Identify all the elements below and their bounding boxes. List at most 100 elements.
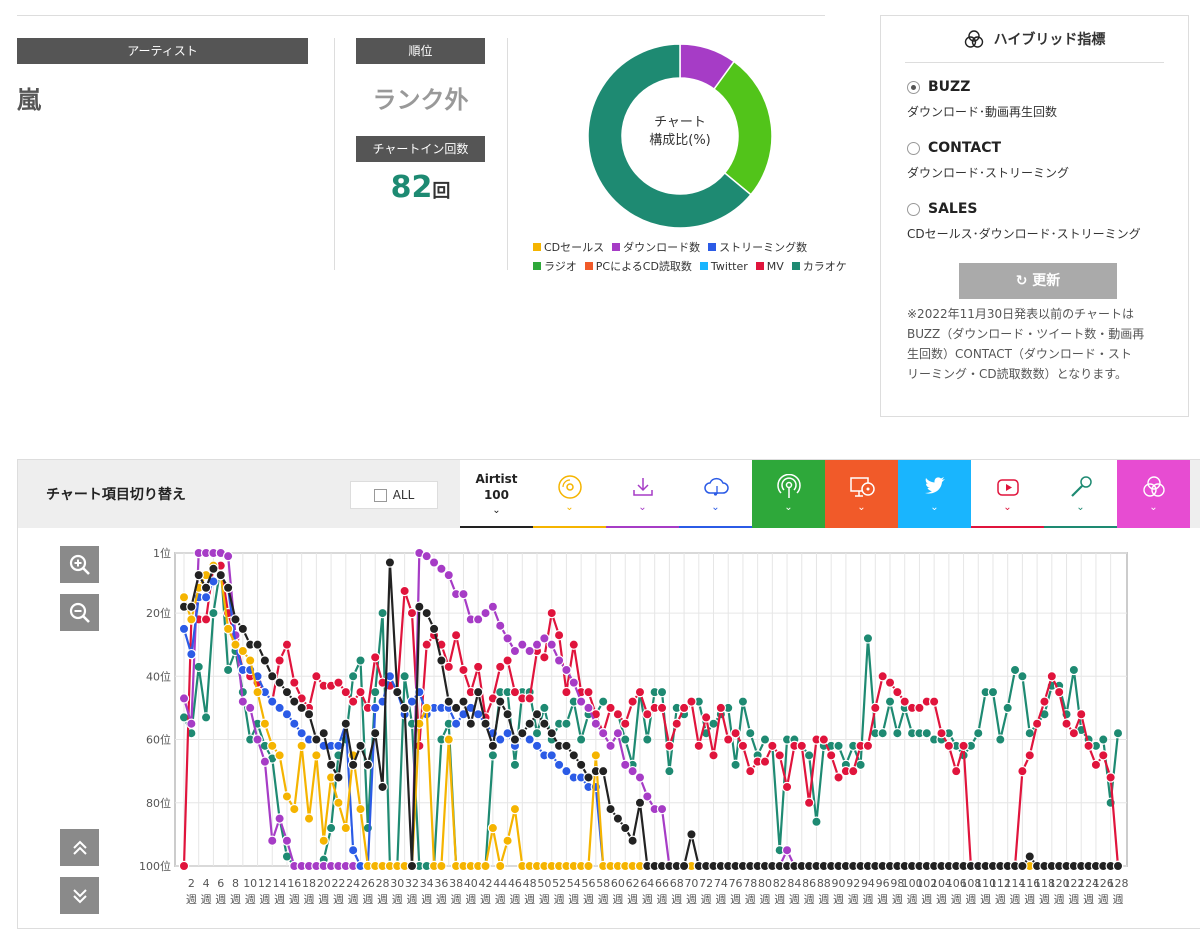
data-point-mv[interactable] — [1039, 696, 1050, 707]
data-point-airtist[interactable] — [605, 803, 616, 815]
data-point-airtist[interactable] — [1017, 860, 1028, 872]
data-point-airtist[interactable] — [259, 655, 271, 666]
data-point-mv[interactable] — [936, 728, 947, 739]
data-point-mv[interactable] — [928, 696, 940, 707]
data-point-download[interactable] — [568, 677, 579, 688]
data-point-cd[interactable] — [281, 791, 293, 802]
data-point-mv[interactable] — [472, 661, 484, 673]
data-point-karaoke[interactable] — [370, 686, 381, 698]
zoom-in-button[interactable] — [60, 546, 99, 583]
data-point-mv[interactable] — [884, 677, 896, 688]
option-sales[interactable]: SALES — [907, 201, 1188, 217]
data-point-mv[interactable] — [553, 630, 565, 641]
data-point-download[interactable] — [443, 569, 454, 581]
data-point-mv[interactable] — [642, 709, 653, 720]
all-checkbox[interactable] — [373, 488, 387, 502]
data-point-airtist[interactable] — [311, 734, 322, 745]
data-point-airtist[interactable] — [1112, 860, 1124, 872]
data-point-mv[interactable] — [200, 614, 212, 625]
data-point-download[interactable] — [634, 772, 646, 783]
data-point-mv[interactable] — [1061, 718, 1072, 729]
data-point-mv[interactable] — [1053, 686, 1065, 698]
data-point-karaoke[interactable] — [656, 686, 668, 698]
data-point-karaoke[interactable] — [987, 686, 999, 698]
data-point-cd[interactable] — [244, 655, 256, 666]
data-point-airtist[interactable] — [421, 607, 432, 619]
data-point-mv[interactable] — [862, 740, 874, 752]
data-point-mv[interactable] — [605, 702, 616, 714]
data-point-airtist[interactable] — [1024, 851, 1035, 862]
data-point-cd[interactable] — [502, 835, 513, 846]
data-point-airtist[interactable] — [406, 860, 418, 872]
data-point-karaoke[interactable] — [1024, 728, 1035, 739]
data-point-karaoke[interactable] — [833, 740, 844, 752]
data-point-airtist[interactable] — [612, 813, 624, 824]
data-point-stream[interactable] — [531, 740, 543, 752]
data-point-mv[interactable] — [833, 772, 844, 783]
radio-buzz[interactable] — [907, 80, 920, 94]
data-point-karaoke[interactable] — [995, 734, 1006, 745]
data-point-download[interactable] — [605, 740, 616, 752]
data-point-download[interactable] — [186, 718, 197, 729]
data-point-airtist[interactable] — [392, 686, 403, 698]
data-point-mv[interactable] — [583, 686, 594, 698]
data-point-airtist[interactable] — [472, 686, 484, 698]
data-point-karaoke[interactable] — [1068, 664, 1080, 676]
data-point-karaoke[interactable] — [355, 655, 366, 666]
tab-cd[interactable]: ⌄ — [533, 460, 606, 528]
data-point-mv[interactable] — [767, 740, 778, 752]
data-point-karaoke[interactable] — [620, 734, 631, 745]
data-point-cd[interactable] — [590, 750, 602, 761]
data-point-airtist[interactable] — [186, 601, 197, 612]
data-point-mv[interactable] — [1017, 765, 1028, 777]
data-point-karaoke[interactable] — [973, 728, 984, 739]
data-point-mv[interactable] — [870, 702, 881, 714]
zoom-out-button[interactable] — [60, 594, 99, 631]
radio-sales[interactable] — [907, 202, 920, 216]
data-point-mv[interactable] — [178, 860, 190, 872]
data-point-karaoke[interactable] — [597, 696, 609, 707]
data-point-download[interactable] — [642, 791, 653, 802]
data-point-karaoke[interactable] — [575, 734, 587, 745]
data-point-download[interactable] — [656, 803, 668, 815]
data-point-cd[interactable] — [355, 803, 366, 815]
data-point-mv[interactable] — [1090, 759, 1102, 771]
data-point-karaoke[interactable] — [561, 718, 572, 729]
data-point-mv[interactable] — [568, 639, 579, 650]
data-point-mv[interactable] — [730, 728, 741, 739]
data-point-airtist[interactable] — [370, 728, 381, 739]
data-point-cd[interactable] — [289, 803, 300, 815]
data-point-download[interactable] — [509, 645, 521, 657]
data-point-airtist[interactable] — [355, 740, 366, 752]
data-point-karaoke[interactable] — [642, 734, 653, 745]
data-point-cd[interactable] — [495, 860, 506, 872]
data-point-cd[interactable] — [487, 822, 499, 834]
data-point-mv[interactable] — [421, 639, 432, 650]
data-point-airtist[interactable] — [531, 709, 543, 720]
data-point-download[interactable] — [575, 696, 587, 707]
data-point-mv[interactable] — [848, 765, 859, 777]
data-point-cd[interactable] — [421, 702, 432, 714]
data-point-mv[interactable] — [340, 686, 351, 698]
data-point-download[interactable] — [222, 550, 234, 562]
data-point-stream[interactable] — [186, 648, 197, 660]
data-point-karaoke[interactable] — [884, 696, 896, 707]
tab-twitter[interactable]: ⌄ — [898, 460, 971, 528]
data-point-download[interactable] — [781, 844, 793, 856]
data-point-download[interactable] — [597, 728, 609, 739]
data-point-airtist[interactable] — [274, 677, 285, 688]
data-point-airtist[interactable] — [517, 728, 528, 739]
data-point-mv[interactable] — [620, 718, 631, 729]
data-point-airtist[interactable] — [539, 718, 550, 729]
data-point-mv[interactable] — [1105, 772, 1116, 783]
data-point-mv[interactable] — [274, 655, 285, 666]
data-point-stream[interactable] — [200, 592, 212, 603]
data-point-download[interactable] — [627, 765, 638, 777]
data-point-download[interactable] — [472, 614, 484, 625]
data-point-download[interactable] — [458, 588, 469, 600]
data-point-karaoke[interactable] — [921, 728, 932, 739]
tab-hybrid[interactable]: ⌄ — [1117, 460, 1190, 528]
data-point-stream[interactable] — [274, 702, 285, 714]
data-point-karaoke[interactable] — [1017, 671, 1028, 682]
data-point-stream[interactable] — [450, 718, 462, 729]
